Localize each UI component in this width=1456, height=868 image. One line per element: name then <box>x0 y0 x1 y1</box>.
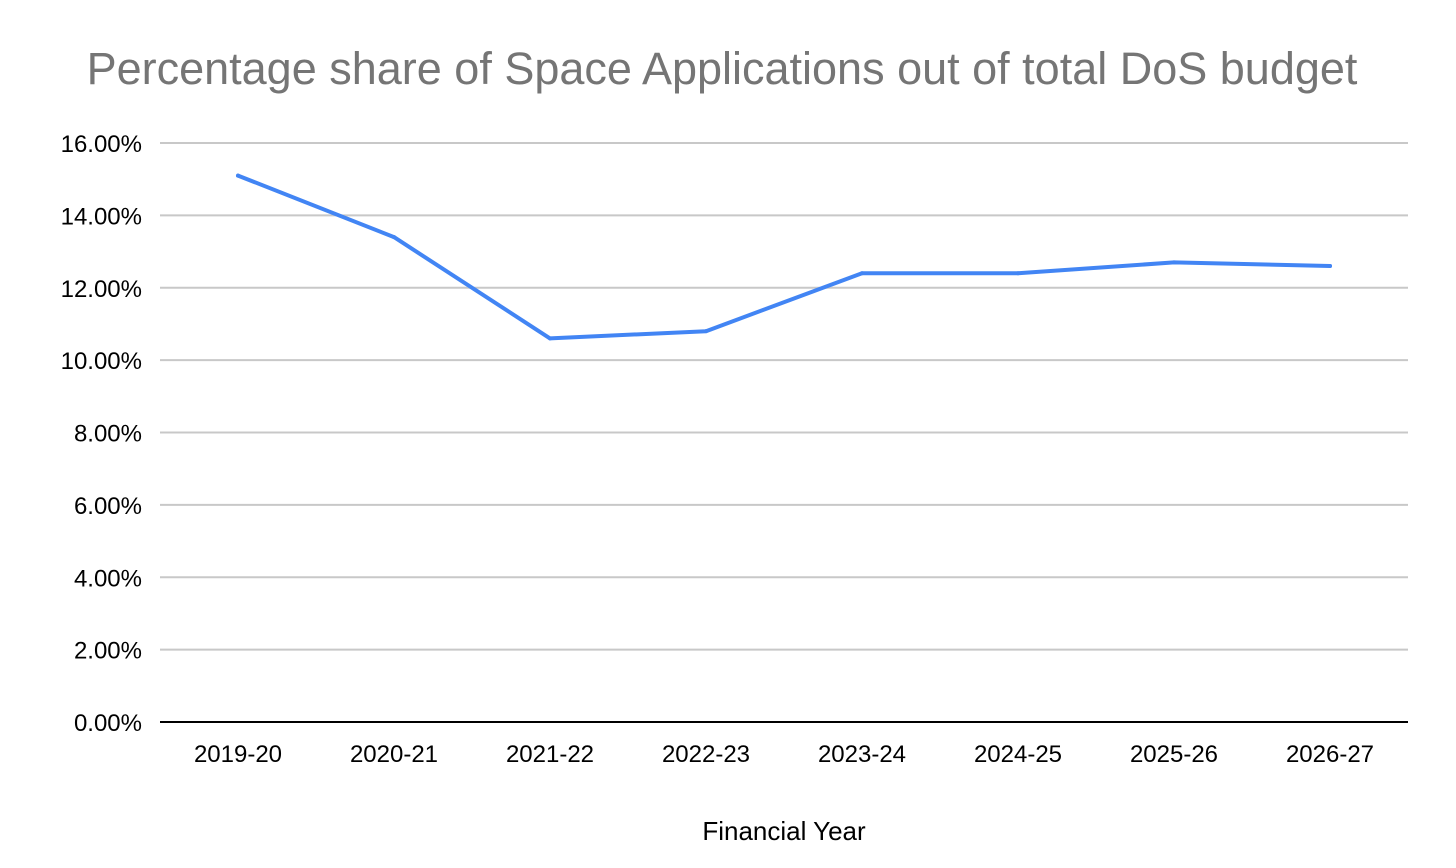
y-tick-label: 8.00% <box>74 421 142 448</box>
x-tick-label: 2024-25 <box>974 741 1062 768</box>
chart-title: Percentage share of Space Applications o… <box>87 43 1358 94</box>
data-point <box>1016 271 1020 276</box>
y-axis-ticks: 0.00% 2.00% 4.00% 6.00% 8.00% 10.00% 12.00% 14.… <box>61 131 142 737</box>
data-point <box>548 336 552 341</box>
y-tick-label: 4.00% <box>74 565 142 592</box>
x-tick-label: 2023-24 <box>818 741 906 768</box>
y-tick-label: 0.00% <box>74 710 142 737</box>
data-point <box>860 271 864 276</box>
y-tick-label: 16.00% <box>61 131 142 158</box>
data-point <box>704 329 708 334</box>
x-tick-label: 2020-21 <box>350 741 438 768</box>
data-point <box>236 173 240 178</box>
x-tick-label: 2026-27 <box>1286 741 1374 768</box>
x-tick-label: 2022-23 <box>662 741 750 768</box>
y-tick-label: 14.00% <box>61 203 142 230</box>
y-tick-label: 10.00% <box>61 348 142 375</box>
x-tick-label: 2021-22 <box>506 741 594 768</box>
series-line <box>236 173 1332 341</box>
data-point <box>1328 264 1332 269</box>
x-tick-label: 2019-20 <box>194 741 282 768</box>
series-group <box>236 173 1332 341</box>
data-point <box>1172 260 1176 265</box>
x-axis-title: Financial Year <box>702 816 866 846</box>
data-point <box>392 235 396 240</box>
y-tick-label: 12.00% <box>61 276 142 303</box>
y-tick-label: 2.00% <box>74 638 142 665</box>
x-axis-ticks: 2019-20 2020-21 2021-22 2022-23 2023-24 2024-… <box>194 741 1374 768</box>
x-tick-label: 2025-26 <box>1130 741 1218 768</box>
gridlines <box>160 142 1408 651</box>
y-tick-label: 6.00% <box>74 493 142 520</box>
